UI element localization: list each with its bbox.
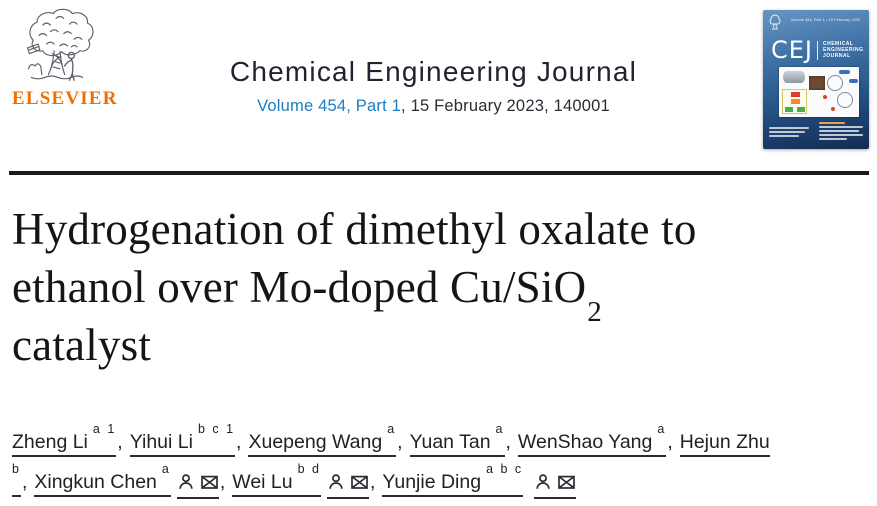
ga-shape <box>791 92 800 97</box>
article-title-line2: ethanol over Mo-doped Cu/SiO <box>12 262 587 312</box>
author-name: Xuepeng Wang <box>248 430 383 453</box>
graphical-abstract-art <box>779 67 859 117</box>
header-divider-rule <box>9 171 869 175</box>
author-separator: , <box>667 430 673 453</box>
journal-header: Chemical Engineering Journal Volume 454,… <box>120 56 747 116</box>
author-name: Zheng Li <box>12 430 88 453</box>
issue-date-text: , 15 February 2023, 140001 <box>401 97 610 115</box>
author-separator: , <box>397 430 403 453</box>
ga-label-pill <box>839 70 850 74</box>
author-link-xuepeng-wang[interactable]: Xuepeng Wang a <box>248 422 397 457</box>
elsevier-wordmark: ELSEVIER <box>12 88 118 109</box>
cover-name-line: ENGINEERING <box>823 47 864 53</box>
author-link-yihui-li[interactable]: Yihui Li b c 1 <box>129 422 236 457</box>
cover-masthead: CEJ CHEMICAL ENGINEERING JOURNAL <box>771 36 864 64</box>
cover-description-text-lines <box>819 122 863 142</box>
ga-shape <box>797 107 805 112</box>
ga-reactor-shape <box>783 71 805 83</box>
author-affiliation-sup: a <box>657 422 667 436</box>
author-line-2: b, Xingkun Chen a, Wei Lu b d, Yunjie Ding a b… <box>12 459 868 499</box>
author-action-icons-xingkun-chen <box>176 470 219 499</box>
ga-label-pill <box>849 79 858 83</box>
ga-molecule-dot <box>831 107 835 111</box>
author-affiliation-sup: a <box>387 422 397 436</box>
author-link-yunjie-ding[interactable]: Yunjie Ding a b c <box>382 462 524 497</box>
author-affiliation-sup: a 1 <box>92 422 117 436</box>
author-action-icons-yunjie-ding <box>534 470 577 499</box>
author-separator: , <box>236 430 242 453</box>
author-link-wenshao-yang[interactable]: WenShao Yang a <box>517 422 667 457</box>
author-affiliation-sup: a <box>495 422 505 436</box>
author-separator: , <box>219 470 226 493</box>
envelope-icon[interactable] <box>557 473 576 491</box>
cover-issue-line: Volume 454, Part 1 • 15 February 2023 <box>790 18 861 22</box>
author-name: Yunjie Ding <box>382 470 482 493</box>
elsevier-mini-tree-icon <box>769 14 781 30</box>
volume-issue-link[interactable]: Volume 454, Part 1 <box>257 97 402 115</box>
author-affiliation-sup: b d <box>297 462 321 476</box>
ga-shape <box>785 107 793 112</box>
cover-divider <box>817 40 818 60</box>
person-icon[interactable] <box>177 473 195 491</box>
author-affiliation-sup: b <box>12 462 21 476</box>
envelope-icon[interactable] <box>350 473 369 491</box>
author-list: Zheng Li a 1, Yihui Li b c 1, Xuepeng Wang a,… <box>12 419 868 499</box>
author-name: WenShao Yang <box>517 430 653 453</box>
ga-molecule-dot <box>823 95 827 99</box>
person-icon[interactable] <box>327 473 345 491</box>
ga-scheme-panel <box>782 89 807 114</box>
author-affiliation-sup: b c 1 <box>197 422 236 436</box>
author-link-hejun-zhu-sup[interactable]: b <box>12 462 21 497</box>
author-affiliation-sup: a b c <box>486 462 524 476</box>
cover-name-line: CHEMICAL <box>823 41 854 47</box>
journal-cover-thumbnail[interactable]: Volume 454, Part 1 • 15 February 2023 CE… <box>763 10 869 149</box>
author-line-1: Zheng Li a 1, Yihui Li b c 1, Xuepeng Wang a,… <box>12 419 868 459</box>
author-name: Yihui Li <box>129 430 193 453</box>
author-name: Yuan Tan <box>409 430 491 453</box>
envelope-icon[interactable] <box>200 473 219 491</box>
issue-line: Volume 454, Part 1, 15 February 2023, 14… <box>120 97 747 116</box>
cover-editors-text-lines <box>769 127 809 139</box>
ga-cycle-ring <box>827 75 843 91</box>
author-action-icons-wei-lu <box>327 470 369 499</box>
author-link-zheng-li[interactable]: Zheng Li a 1 <box>12 422 117 457</box>
author-name: Hejun Zhu <box>679 430 770 453</box>
ga-cycle-ring <box>837 92 853 108</box>
ga-tem-image <box>809 76 825 90</box>
author-separator: , <box>21 470 28 493</box>
author-link-xingkun-chen[interactable]: Xingkun Chen a <box>34 462 171 497</box>
author-link-yuan-tan[interactable]: Yuan Tan a <box>409 422 505 457</box>
author-separator: , <box>370 470 376 493</box>
elsevier-tree-icon <box>26 8 94 81</box>
article-title: Hydrogenation of dimethyl oxalate to etha… <box>12 200 857 374</box>
article-title-subscript: 2 <box>587 296 602 328</box>
author-link-wei-lu[interactable]: Wei Lu b d <box>232 462 321 497</box>
article-title-line3: catalyst <box>12 320 152 370</box>
author-separator: , <box>117 430 123 453</box>
cover-journal-abbrev: CEJ <box>771 36 813 64</box>
cover-journal-name: CHEMICAL ENGINEERING JOURNAL <box>823 41 864 59</box>
author-link-hejun-zhu[interactable]: Hejun Zhu <box>679 430 770 457</box>
author-separator: , <box>505 430 511 453</box>
article-title-line1: Hydrogenation of dimethyl oxalate to <box>12 204 697 254</box>
ga-shape <box>791 99 800 104</box>
elsevier-logo[interactable]: ELSEVIER <box>12 6 118 110</box>
person-icon[interactable] <box>534 473 552 491</box>
cover-name-line: JOURNAL <box>823 53 851 59</box>
author-name: Wei Lu <box>232 470 293 493</box>
author-affiliation-sup: a <box>161 462 171 476</box>
author-name: Xingkun Chen <box>34 470 157 493</box>
journal-title-link[interactable]: Chemical Engineering Journal <box>229 56 638 87</box>
